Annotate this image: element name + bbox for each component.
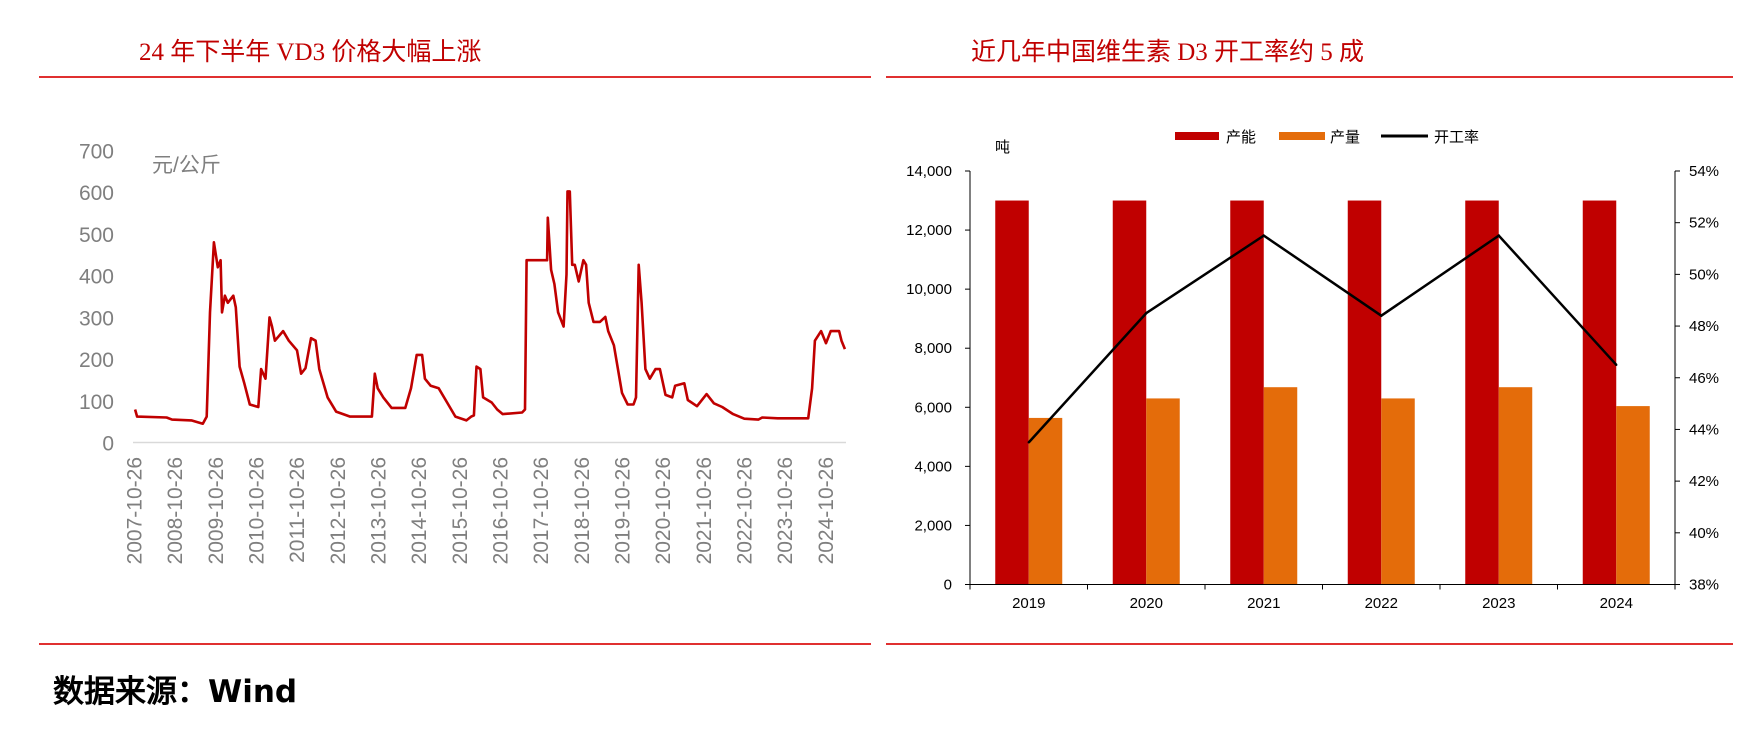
- x-tick-label: 2017-10-26: [530, 457, 553, 564]
- output-bar: [1146, 398, 1180, 585]
- legend-swatch-capacity: [1175, 132, 1219, 140]
- capacity-bar: [1347, 200, 1382, 585]
- x-tick-label: 2015-10-26: [449, 457, 472, 564]
- y-tick-label: 400: [79, 266, 114, 289]
- x-tick-label: 2018-10-26: [571, 457, 594, 564]
- x-tick-label: 2024-10-26: [815, 457, 838, 564]
- left-tick-label: 12,000: [906, 222, 952, 239]
- right-tick-label: 52%: [1689, 215, 1719, 232]
- x-tick-label: 2020-10-26: [652, 457, 675, 564]
- legend: 产能 产量 开工率: [1175, 129, 1479, 146]
- output-bar: [1616, 406, 1650, 585]
- x-tick-label: 2019-10-26: [611, 457, 634, 564]
- output-bar: [1028, 417, 1063, 585]
- y-tick-label: 500: [79, 224, 114, 247]
- right-tick-label: 38%: [1689, 577, 1719, 594]
- right-chart-title: 近几年中国维生素 D3 开工率约 5 成: [971, 39, 1365, 66]
- x-tick-label: 2021: [1247, 595, 1280, 612]
- rate-point: [1027, 441, 1030, 444]
- left-top-rule: [39, 76, 871, 78]
- price-line: [133, 190, 847, 426]
- legend-label-output: 产量: [1330, 129, 1360, 146]
- y-tick-label: 0: [102, 433, 114, 456]
- vd3-price-chart: 0 100 200 300 400 500 600 700 2007-10-26 2008-10-…: [79, 141, 847, 564]
- capacity-bar: [1230, 200, 1264, 585]
- y-tick-label: 600: [79, 182, 114, 205]
- right-tick-label: 46%: [1689, 370, 1719, 387]
- x-tick-label: 2020: [1130, 595, 1163, 612]
- capacity-bar: [1582, 200, 1617, 585]
- left-tick-label: 14,000: [906, 163, 952, 180]
- x-tick-label: 2009-10-26: [205, 457, 228, 564]
- y-tick-label: 100: [79, 391, 114, 414]
- rate-point: [1615, 363, 1618, 367]
- legend-label-capacity: 产能: [1226, 129, 1256, 146]
- legend-label-rate: 开工率: [1434, 129, 1479, 146]
- x-tick-label: 2022: [1365, 595, 1398, 612]
- x-tick-label: 2013-10-26: [367, 457, 390, 564]
- rate-point: [1145, 311, 1148, 315]
- y-tick-label: 700: [79, 141, 114, 164]
- x-tick-label: 2021-10-26: [693, 457, 716, 564]
- output-bar: [1498, 387, 1533, 585]
- capacity-bar: [1112, 200, 1147, 585]
- x-tick-label: 2010-10-26: [245, 457, 268, 564]
- vd3-capacity-chart: 0 2,000 4,000 6,000 8,000 10,000 12,000 14,000 3…: [906, 129, 1719, 612]
- right-tick-label: 42%: [1689, 473, 1719, 490]
- left-tick-label: 8,000: [914, 340, 952, 357]
- left-tick-label: 2,000: [914, 517, 952, 534]
- left-unit-label: 元/公斤: [152, 154, 221, 177]
- right-tick-label: 48%: [1689, 318, 1719, 335]
- capacity-bar: [1465, 200, 1499, 585]
- left-chart-title: 24 年下半年 VD3 价格大幅上涨: [139, 39, 482, 66]
- left-tick-label: 0: [944, 577, 952, 594]
- output-bar: [1263, 387, 1298, 585]
- y-tick-label: 300: [79, 307, 114, 330]
- data-source: 数据来源：Wind: [53, 674, 298, 710]
- right-tick-label: 50%: [1689, 266, 1719, 283]
- x-tick-label: 2014-10-26: [408, 457, 431, 564]
- rate-point: [1380, 314, 1383, 317]
- left-bottom-rule: [39, 643, 871, 645]
- rate-line: [1027, 233, 1618, 444]
- x-tick-label: 2023-10-26: [774, 457, 797, 564]
- x-tick-label: 2008-10-26: [164, 457, 187, 564]
- capacity-bar: [995, 200, 1029, 585]
- right-tick-label: 40%: [1689, 525, 1719, 542]
- x-tick-label: 2007-10-26: [123, 457, 146, 564]
- right-tick-label: 54%: [1689, 163, 1719, 180]
- left-tick-label: 10,000: [906, 281, 952, 298]
- x-tick-label: 2011-10-26: [286, 457, 309, 563]
- right-bottom-rule: [886, 643, 1733, 645]
- legend-swatch-output: [1279, 132, 1325, 140]
- y-tick-label: 200: [79, 349, 114, 372]
- x-tick-label: 2024: [1600, 595, 1633, 612]
- x-tick-label: 2023: [1482, 595, 1515, 612]
- x-tick-label: 2022-10-26: [733, 457, 756, 564]
- output-bar: [1381, 398, 1415, 585]
- rate-point: [1262, 234, 1265, 237]
- right-top-rule: [886, 76, 1733, 78]
- x-tick-label: 2019: [1012, 595, 1045, 612]
- rate-point: [1497, 234, 1500, 237]
- right-unit-label: 吨: [995, 139, 1010, 156]
- x-tick-label: 2016-10-26: [490, 457, 513, 564]
- right-tick-label: 44%: [1689, 421, 1719, 438]
- left-tick-label: 4,000: [914, 458, 952, 475]
- x-tick-label: 2012-10-26: [327, 457, 350, 564]
- left-tick-label: 6,000: [914, 399, 952, 416]
